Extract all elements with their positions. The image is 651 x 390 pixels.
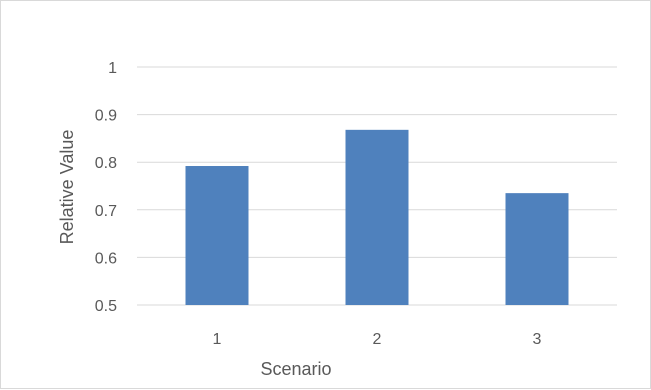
x-axis-ticks: 1 2 3: [213, 331, 542, 348]
bar-1: [186, 166, 249, 305]
y-tick-label: 1: [108, 60, 117, 77]
x-tick-label: 2: [373, 331, 382, 348]
y-tick-label: 0.7: [95, 203, 117, 220]
y-tick-label: 0.5: [95, 298, 117, 315]
bars: [186, 130, 569, 305]
y-tick-label: 0.6: [95, 250, 117, 267]
x-tick-label: 1: [213, 331, 222, 348]
bar-3: [506, 193, 569, 305]
y-axis-ticks: 0.5 0.6 0.7 0.8 0.9 1: [95, 60, 117, 315]
x-tick-label: 3: [533, 331, 542, 348]
y-tick-label: 0.8: [95, 155, 117, 172]
y-tick-label: 0.9: [95, 108, 117, 125]
x-axis-title: Scenario: [260, 359, 331, 379]
y-axis-title: Relative Value: [57, 130, 77, 245]
bar-2: [346, 130, 409, 305]
